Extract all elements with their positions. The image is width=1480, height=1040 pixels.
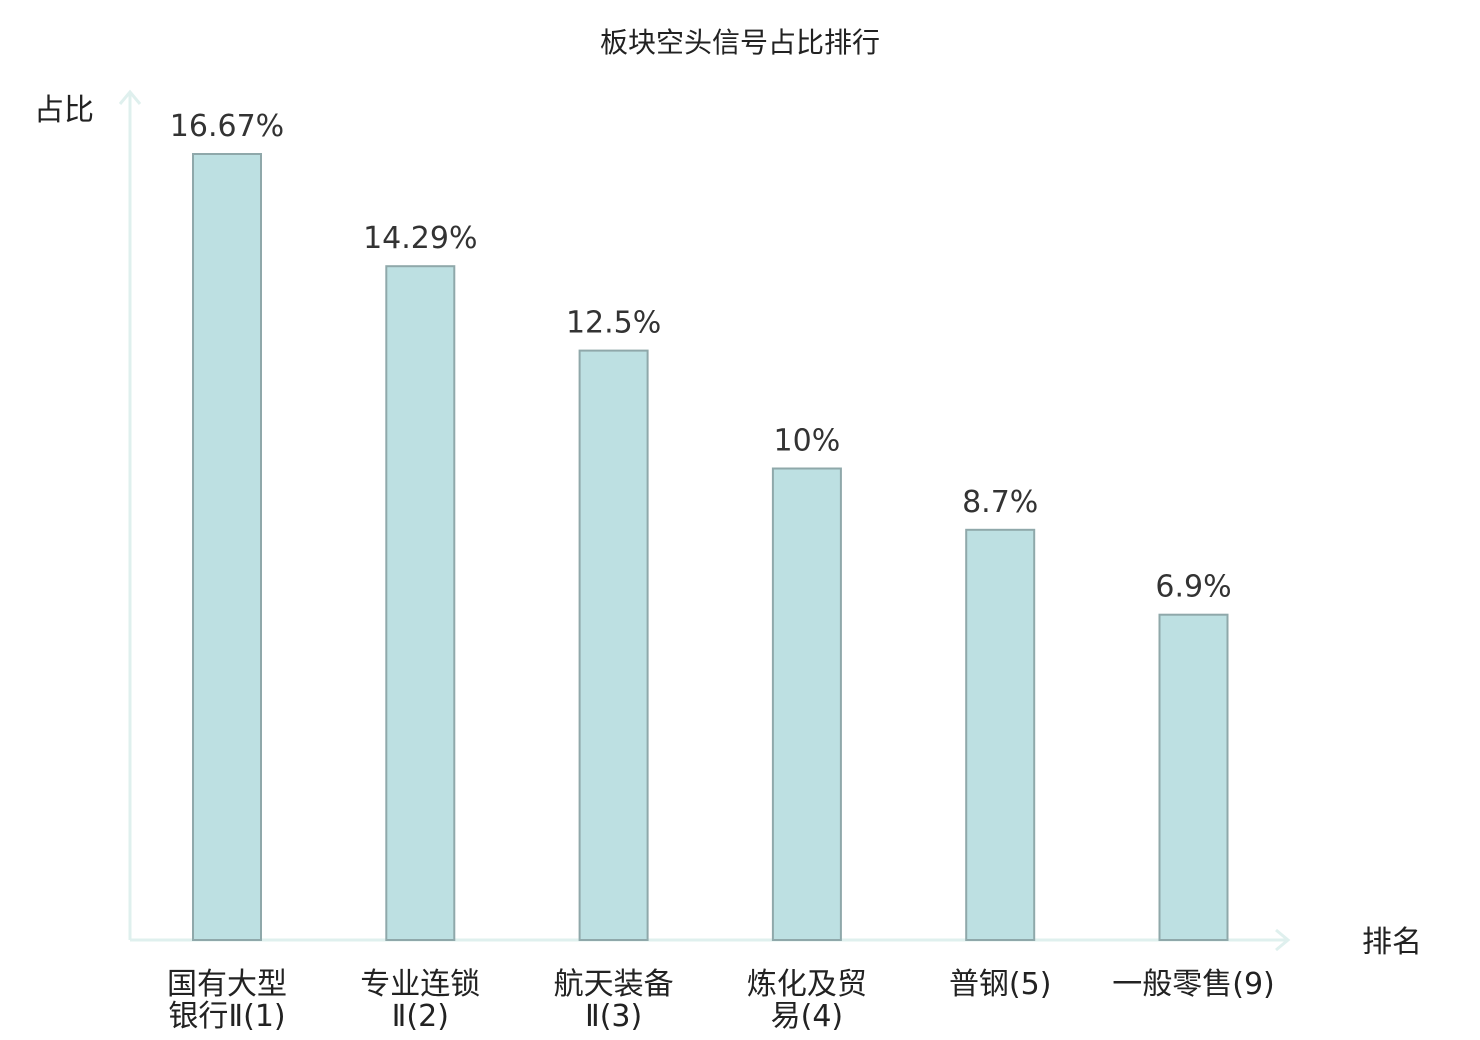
y-axis-arrow	[118, 89, 142, 105]
bar	[965, 528, 1036, 941]
x-axis-arrow	[1275, 928, 1291, 952]
bar	[385, 265, 456, 941]
data-label: 6.9%	[1155, 570, 1231, 605]
data-label: 8.7%	[962, 485, 1038, 520]
axes	[118, 89, 1291, 952]
bar	[771, 467, 842, 941]
chart-title: 板块空头信号占比排行	[600, 26, 880, 59]
x-tick-label: 国有大型	[167, 967, 287, 1002]
data-label: 10%	[774, 424, 841, 459]
x-tick-label: Ⅱ(3)	[585, 999, 642, 1034]
bar	[192, 153, 262, 941]
x-tick-label: 一般零售(9)	[1112, 967, 1275, 1002]
bars-group	[192, 153, 1229, 942]
data-label: 14.29%	[363, 221, 477, 256]
x-tick-label: 银行Ⅱ(1)	[168, 999, 285, 1034]
x-tick-label: 易(4)	[771, 999, 844, 1034]
data-label: 16.67%	[170, 109, 284, 144]
x-tick-label: 专业连锁	[360, 967, 480, 1002]
x-tick-label: 普钢(5)	[949, 967, 1052, 1002]
x-tick-label: Ⅱ(2)	[392, 999, 449, 1034]
x-axis-label: 排名	[1362, 925, 1422, 960]
bar	[1158, 613, 1229, 941]
value-labels-group: 16.67% 14.29% 12.5% 10% 8.7% 6.9%	[170, 109, 1232, 605]
data-label: 12.5%	[566, 306, 661, 341]
x-tick-label: 航天装备	[554, 967, 674, 1002]
y-axis-label: 占比	[34, 93, 94, 128]
bar	[578, 349, 649, 942]
x-tick-label: 炼化及贸	[747, 967, 867, 1002]
